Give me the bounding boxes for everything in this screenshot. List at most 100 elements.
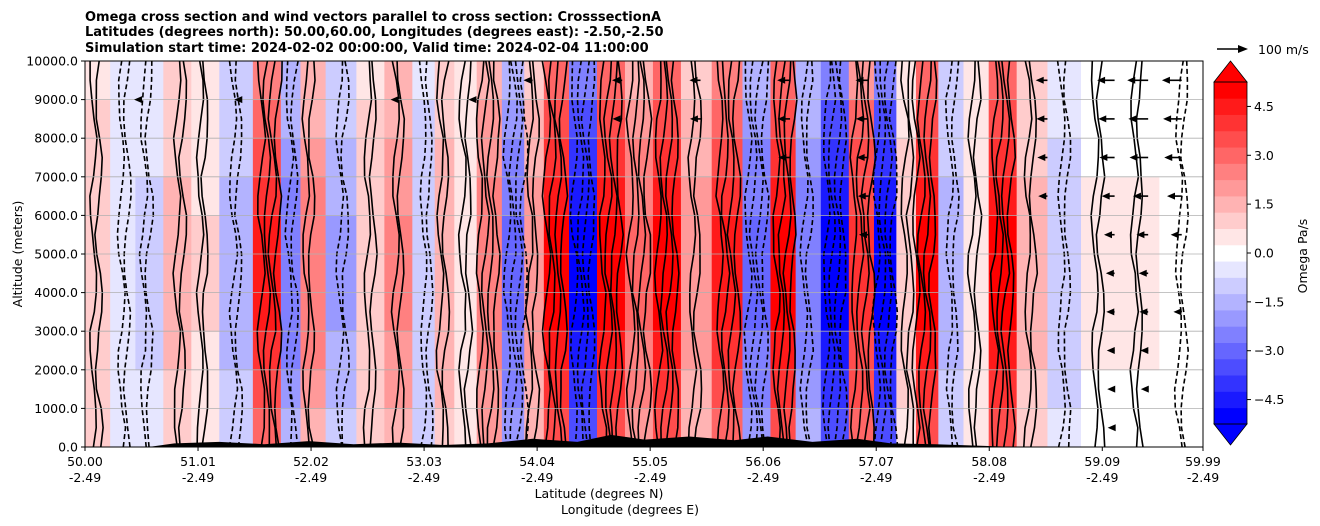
omega-cell — [543, 99, 570, 139]
wind-vector-head — [689, 115, 698, 123]
omega-cell — [219, 369, 254, 409]
omega-cell — [434, 254, 455, 294]
wind-vector — [612, 76, 623, 84]
wind-vector-head — [1170, 231, 1179, 239]
x-tick-label-longitude: -2.49 — [973, 470, 1005, 485]
y-tick-label: 4000.0 — [34, 285, 78, 300]
wind-vector-head — [234, 96, 243, 104]
wind-vector — [1037, 154, 1048, 161]
wind-vector — [612, 115, 623, 123]
wind-vector-head — [468, 96, 477, 104]
omega-cell — [938, 215, 965, 255]
omega-cell — [85, 369, 111, 409]
x-tick-label-longitude: -2.49 — [521, 470, 553, 485]
wind-vector-head — [689, 76, 698, 84]
omega-cell — [325, 254, 357, 294]
x-tick-label-latitude: 51.01 — [180, 454, 216, 469]
omega-cell — [300, 99, 327, 139]
wind-vector — [1101, 192, 1115, 200]
omega-cell — [191, 176, 220, 216]
omega-cell — [963, 61, 990, 101]
colorbar-swatch — [1214, 147, 1247, 164]
wind-vector — [1166, 192, 1182, 200]
omega-cell — [252, 254, 282, 294]
omega-cell — [356, 369, 385, 409]
wind-vector — [689, 76, 701, 84]
x-tick-label-latitude: 58.08 — [971, 454, 1007, 469]
omega-cell — [795, 292, 822, 332]
omega-cell — [163, 369, 192, 409]
omega-cell — [280, 138, 301, 178]
omega-cell — [896, 138, 917, 178]
wind-vector-head — [1098, 115, 1107, 123]
wind-vector — [689, 115, 701, 123]
omega-cell — [219, 138, 254, 178]
omega-cell — [596, 215, 626, 255]
wind-vector-head — [777, 76, 786, 84]
omega-cell — [795, 331, 822, 371]
x-tick-label-longitude: -2.49 — [634, 470, 666, 485]
wind-vector-head — [1163, 115, 1172, 123]
wind-vector — [1128, 115, 1149, 123]
omega-cell — [1117, 254, 1160, 294]
wind-vector-head — [1107, 424, 1116, 432]
omega-cell — [1016, 369, 1048, 409]
wind-vector-head — [390, 96, 399, 104]
wind-vector-head — [1101, 192, 1110, 200]
omega-cell — [963, 331, 990, 371]
x-tick-label-longitude: -2.49 — [747, 470, 779, 485]
wind-vector — [134, 96, 143, 104]
wind-vector-head — [1161, 76, 1170, 84]
wind-vector-head — [1129, 154, 1138, 161]
x-tick-label-longitude: -2.49 — [1187, 470, 1219, 485]
omega-cell — [135, 99, 164, 139]
omega-cell — [191, 369, 220, 409]
omega-cell — [795, 61, 822, 101]
omega-cell — [412, 408, 436, 447]
omega-cell — [191, 99, 220, 139]
omega-cell — [135, 331, 164, 371]
omega-cell — [280, 292, 301, 332]
colorbar-swatch — [1214, 342, 1247, 360]
x-axis: 50.00-2.4951.01-2.4952.02-2.4953.03-2.49… — [67, 447, 1221, 485]
wind-vector-head — [1106, 347, 1115, 354]
wind-vector — [1035, 76, 1048, 84]
y-tick-label: 9000.0 — [34, 92, 78, 107]
omega-cell — [434, 138, 455, 178]
omega-cell — [412, 61, 436, 101]
wind-vector — [523, 76, 533, 84]
colorbar-swatch — [1214, 130, 1247, 148]
omega-cell — [915, 369, 939, 409]
x-tick-label-latitude: 59.09 — [1084, 454, 1120, 469]
omega-cell — [412, 369, 436, 409]
colorbar-tick-label: −4.5 — [1254, 392, 1284, 407]
omega-cell — [742, 369, 771, 409]
wind-vector — [234, 96, 243, 104]
colorbar-swatch — [1214, 196, 1247, 213]
chart-title-line-3: Simulation start time: 2024-02-02 00:00:… — [85, 41, 649, 56]
wind-vector-head — [1173, 308, 1182, 316]
colorbar-swatch — [1214, 358, 1247, 376]
wind-vector-head — [1038, 192, 1047, 200]
omega-cell — [280, 331, 301, 371]
colorbar-swatch — [1214, 82, 1247, 99]
omega-cell — [938, 331, 965, 371]
colorbar-extend-min — [1213, 423, 1248, 446]
quiver-key-label: 100 m/s — [1258, 42, 1309, 57]
x-tick-label-longitude: -2.49 — [408, 470, 440, 485]
omega-cell — [85, 215, 111, 255]
omega-cell — [434, 408, 455, 447]
wind-vector — [1129, 154, 1149, 161]
omega-cell — [454, 408, 478, 447]
omega-cell — [412, 292, 436, 332]
omega-cell — [135, 215, 164, 255]
omega-cell — [85, 292, 111, 332]
omega-cell — [915, 254, 939, 294]
wind-vector-head — [1166, 192, 1175, 200]
y-tick-label: 0.0 — [58, 440, 78, 455]
colorbar-swatch — [1214, 98, 1247, 115]
omega-cell — [1016, 254, 1048, 294]
wind-vector — [468, 96, 477, 104]
colorbar-swatch — [1214, 375, 1247, 392]
x-axis-label-latitude: Latitude (degrees N) — [535, 486, 664, 501]
